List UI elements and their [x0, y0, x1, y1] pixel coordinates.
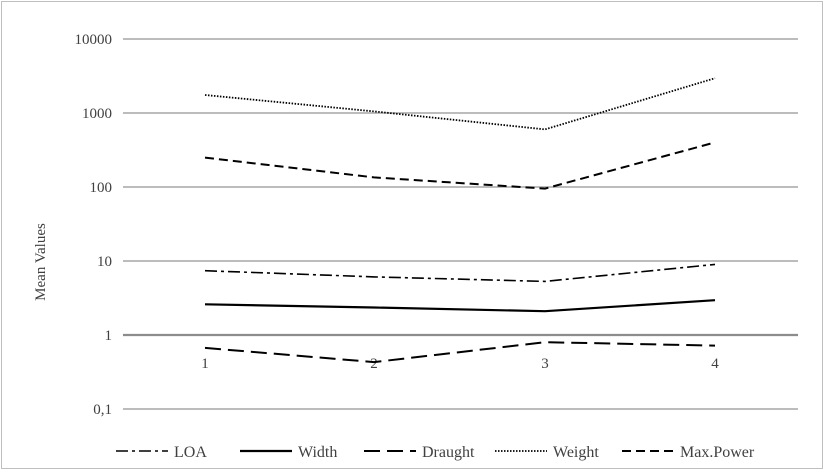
x-tick-labels: 1 2 3 4: [201, 356, 719, 372]
series-line-max-power: [204, 141, 716, 190]
y-tick-labels: 0,1 1 10 100 1000 10000: [75, 32, 113, 418]
y-tick-label: 10000: [75, 32, 113, 48]
series-line-draught: [204, 341, 716, 364]
series-lines: [204, 77, 716, 364]
x-tick-label: 4: [711, 356, 719, 372]
legend-label: Width: [298, 444, 337, 461]
series-line-weight: [204, 77, 716, 131]
x-tick-label: 3: [541, 356, 549, 372]
legend-label: LOA: [174, 444, 207, 461]
series-line-width: [204, 299, 716, 313]
legend-label: Max.Power: [680, 444, 755, 461]
legend-label: Draught: [422, 444, 475, 461]
y-tick-label: 100: [90, 180, 113, 196]
x-tick-label: 2: [370, 356, 378, 372]
y-tick-label: 1000: [82, 106, 112, 122]
y-tick-label: 1: [105, 328, 113, 344]
y-tick-label: 0,1: [93, 402, 112, 418]
legend-label: Weight: [553, 444, 599, 461]
y-tick-label: 10: [97, 254, 112, 270]
gridlines: [123, 38, 798, 410]
x-tick-label: 1: [201, 356, 209, 372]
y-axis-title: Mean Values: [33, 223, 49, 301]
series-line-loa: [204, 263, 716, 283]
legend: LOA Width Draught Weight Max.Power: [116, 444, 755, 461]
